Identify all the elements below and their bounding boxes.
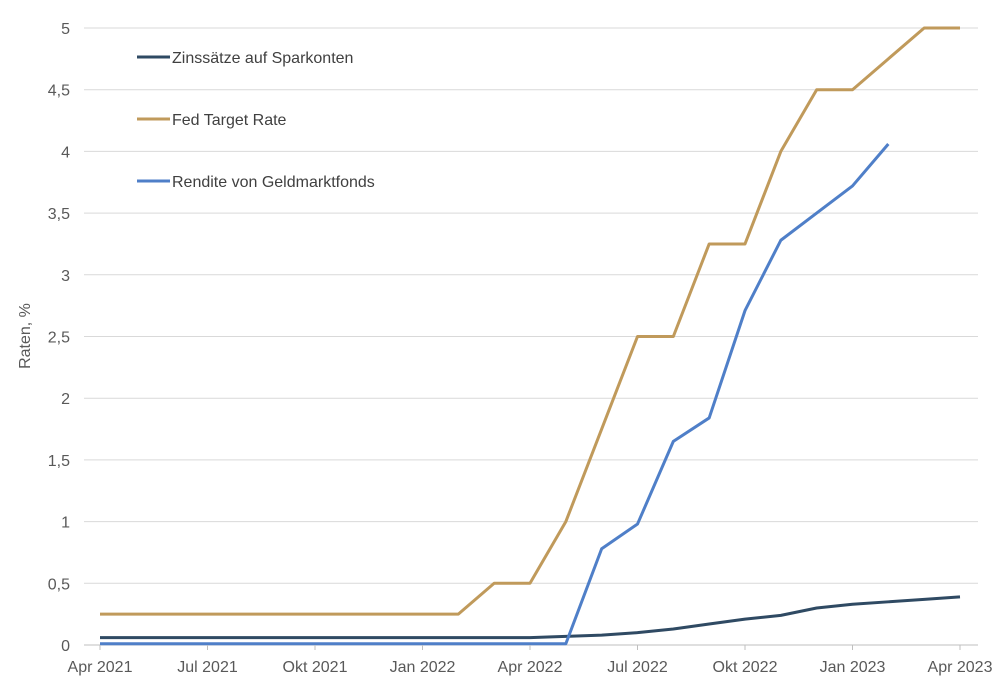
y-tick-label: 2: [61, 391, 70, 408]
x-tick-label: Jan 2022: [390, 659, 456, 676]
x-tick-label: Okt 2022: [713, 659, 778, 676]
legend-label: Fed Target Rate: [172, 112, 287, 129]
x-tick-label: Apr 2023: [928, 659, 993, 676]
legend: Zinssätze auf Sparkonten Fed Target Rate R…: [137, 50, 375, 191]
x-tick-label: Jul 2021: [177, 659, 238, 676]
series-line-1: [100, 595, 961, 640]
y-tick-label: 2,5: [48, 330, 70, 347]
y-tick-label: 3,5: [48, 206, 70, 223]
y-tick-label: 1: [61, 515, 70, 532]
y-tick-label: 3: [61, 268, 70, 285]
y-tick-label: 0,5: [48, 576, 70, 593]
y-tick-label: 1,5: [48, 453, 70, 470]
x-axis-ticks: Apr 2021 Jul 2021 Okt 2021 Jan 2022 Apr 2022…: [68, 645, 993, 676]
x-tick-label: Jan 2023: [820, 659, 886, 676]
x-tick-label: Apr 2021: [68, 659, 133, 676]
y-tick-label: 0: [61, 638, 70, 655]
legend-label: Rendite von Geldmarktfonds: [172, 174, 375, 191]
series-line-3: [100, 143, 890, 646]
y-tick-label: 4,5: [48, 83, 70, 100]
series-line-2: [100, 26, 960, 616]
x-tick-label: Apr 2022: [498, 659, 563, 676]
y-axis-ticks: 0 0,5 1 1,5 2 2,5 3 3,5 4 4,5 5: [48, 21, 70, 655]
legend-label: Zinssätze auf Sparkonten: [172, 50, 353, 67]
x-tick-label: Jul 2022: [607, 659, 668, 676]
x-tick-label: Okt 2021: [283, 659, 348, 676]
y-axis-title: Raten, %: [17, 303, 34, 369]
y-tick-label: 4: [61, 144, 70, 161]
y-tick-label: 5: [61, 21, 70, 38]
series-lines: [100, 26, 961, 646]
